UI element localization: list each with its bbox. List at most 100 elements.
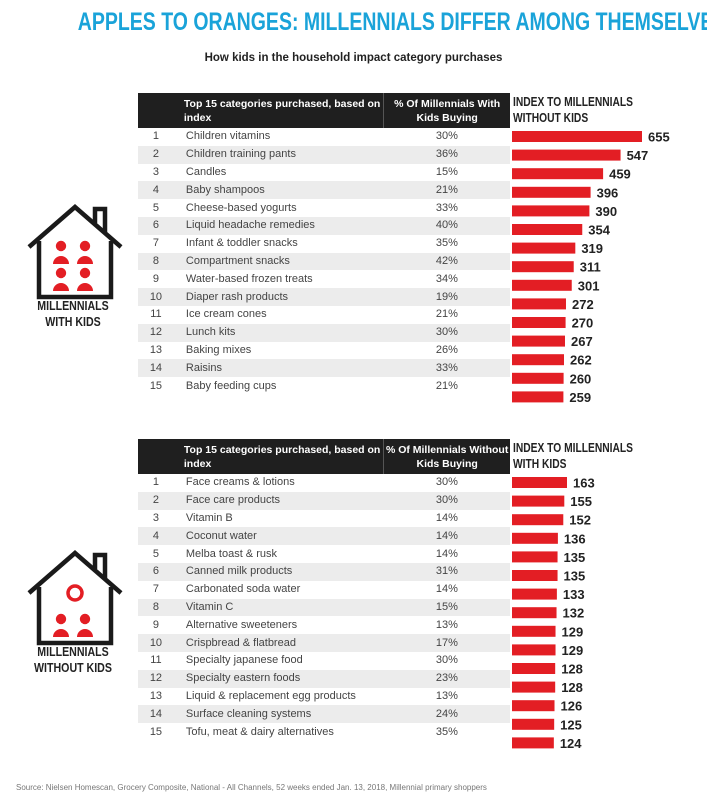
row-rank: 10 [138, 634, 174, 652]
bar-value-label: 128 [561, 662, 583, 677]
bar-value-label: 132 [563, 606, 585, 621]
bar [512, 205, 590, 217]
row-category: Water-based frozen treats [173, 270, 384, 289]
row-rank: 15 [138, 723, 174, 741]
bar [512, 737, 554, 749]
row-category: Raisins [173, 359, 384, 378]
row-rank: 13 [138, 341, 174, 360]
bar-value-label: 354 [588, 223, 610, 238]
row-percent: 14% [383, 545, 510, 563]
bar [512, 186, 591, 198]
row-percent: 33% [383, 359, 510, 378]
bar-value-label: 126 [561, 699, 583, 714]
row-percent: 30% [383, 474, 510, 492]
bar-value-label: 311 [580, 260, 601, 275]
bar-value-label: 136 [564, 531, 586, 546]
table-row: 5 Cheese-based yogurts 33% [138, 199, 510, 217]
bar-value-label: 272 [572, 297, 594, 312]
table-row: 4 Coconut water 14% [138, 527, 510, 546]
table-row: 1 Children vitamins 30% [138, 128, 510, 146]
bar [512, 335, 565, 347]
table-row: 10 Crispbread & flatbread 17% [138, 634, 510, 652]
table-row: 5 Melba toast & rusk 14% [138, 545, 510, 563]
bar-value-label: 267 [571, 334, 593, 349]
index-bar-chart: 655 547 459 396 390 354 319 311 301 272 270 267 262 2… [512, 130, 670, 405]
table-row: 2 Face care products 30% [138, 491, 510, 510]
bar [512, 477, 567, 488]
row-category: Diaper rash products [173, 288, 384, 306]
table-row: 4 Baby shampoos 21% [138, 181, 510, 200]
row-rank: 1 [138, 474, 174, 492]
row-category: Surface cleaning systems [173, 705, 384, 724]
row-percent: 30% [383, 128, 510, 146]
row-category: Face creams & lotions [173, 474, 384, 492]
table-row: 3 Candles 15% [138, 163, 510, 182]
bar [512, 570, 558, 581]
bar [512, 700, 555, 712]
segment-label: MILLENNIALS WITH KIDS [37, 299, 109, 329]
row-rank: 2 [138, 145, 174, 164]
row-category: Candles [173, 163, 384, 182]
table-row: 13 Liquid & replacement egg products 13% [138, 687, 510, 706]
row-rank: 7 [138, 580, 174, 599]
bar [512, 644, 556, 656]
bar-value-label: 133 [563, 587, 585, 602]
row-rank: 8 [138, 252, 174, 271]
bar [512, 372, 564, 384]
table-row: 12 Lunch kits 30% [138, 323, 510, 342]
row-rank: 3 [138, 163, 174, 182]
row-rank: 5 [138, 545, 174, 563]
column-header-percent: % Of Millennials With Kids Buying [383, 93, 510, 128]
segment-label: MILLENNIALS WITHOUT KIDS [34, 645, 112, 675]
bar-value-label: 655 [648, 130, 670, 145]
bar [512, 718, 555, 730]
row-rank: 9 [138, 616, 174, 635]
bar-value-label: 390 [595, 204, 617, 219]
bar-value-label: 262 [570, 353, 592, 368]
bar [512, 279, 572, 291]
table-row: 2 Children training pants 36% [138, 145, 510, 164]
table-row: 1 Face creams & lotions 30% [138, 474, 510, 492]
categories-table: Top 15 categories purchased, based on in… [138, 93, 510, 395]
page-subtitle: How kids in the household impact categor… [204, 52, 503, 64]
row-percent: 26% [383, 341, 510, 360]
bar-value-label: 547 [627, 148, 649, 163]
row-category: Carbonated soda water [173, 580, 384, 599]
bar [512, 317, 566, 328]
table-row: 8 Vitamin C 15% [138, 598, 510, 617]
row-category: Baby shampoos [173, 181, 384, 200]
table-row: 11 Ice cream cones 21% [138, 305, 510, 324]
row-percent: 31% [383, 562, 510, 581]
row-category: Lunch kits [173, 323, 384, 342]
table-row: 3 Vitamin B 14% [138, 509, 510, 528]
source-note: Source: Nielsen Homescan, Grocery Compos… [16, 783, 487, 792]
row-rank: 3 [138, 509, 174, 528]
row-rank: 15 [138, 377, 174, 395]
row-rank: 10 [138, 288, 174, 306]
row-percent: 17% [383, 634, 510, 652]
table-row: 11 Specialty japanese food 30% [138, 651, 510, 670]
bar-value-label: 396 [597, 185, 619, 200]
row-category: Face care products [173, 491, 384, 510]
bar-value-label: 259 [569, 390, 591, 405]
bar [512, 168, 604, 180]
page-title: APPLES TO ORANGES: MILLENNIALS DIFFER AM… [77, 8, 707, 36]
row-rank: 14 [138, 359, 174, 378]
bar [512, 551, 558, 563]
row-category: Tofu, meat & dairy alternatives [173, 723, 384, 741]
row-category: Children vitamins [173, 128, 384, 146]
row-rank: 13 [138, 687, 174, 706]
bar-value-label: 459 [609, 167, 631, 182]
table-row: 12 Specialty eastern foods 23% [138, 669, 510, 688]
row-rank: 4 [138, 527, 174, 546]
row-rank: 14 [138, 705, 174, 724]
index-bar-chart: 163 155 152 136 135 135 133 132 129 129 128 128 126 1… [512, 476, 595, 751]
house-couple-icon [27, 550, 123, 646]
row-category: Liquid & replacement egg products [173, 687, 384, 706]
row-rank: 9 [138, 270, 174, 289]
categories-table: Top 15 categories purchased, based on in… [138, 439, 510, 741]
bar [512, 261, 574, 273]
row-category: Ice cream cones [173, 305, 384, 324]
row-percent: 30% [383, 651, 510, 670]
table-row: 6 Liquid headache remedies 40% [138, 216, 510, 235]
